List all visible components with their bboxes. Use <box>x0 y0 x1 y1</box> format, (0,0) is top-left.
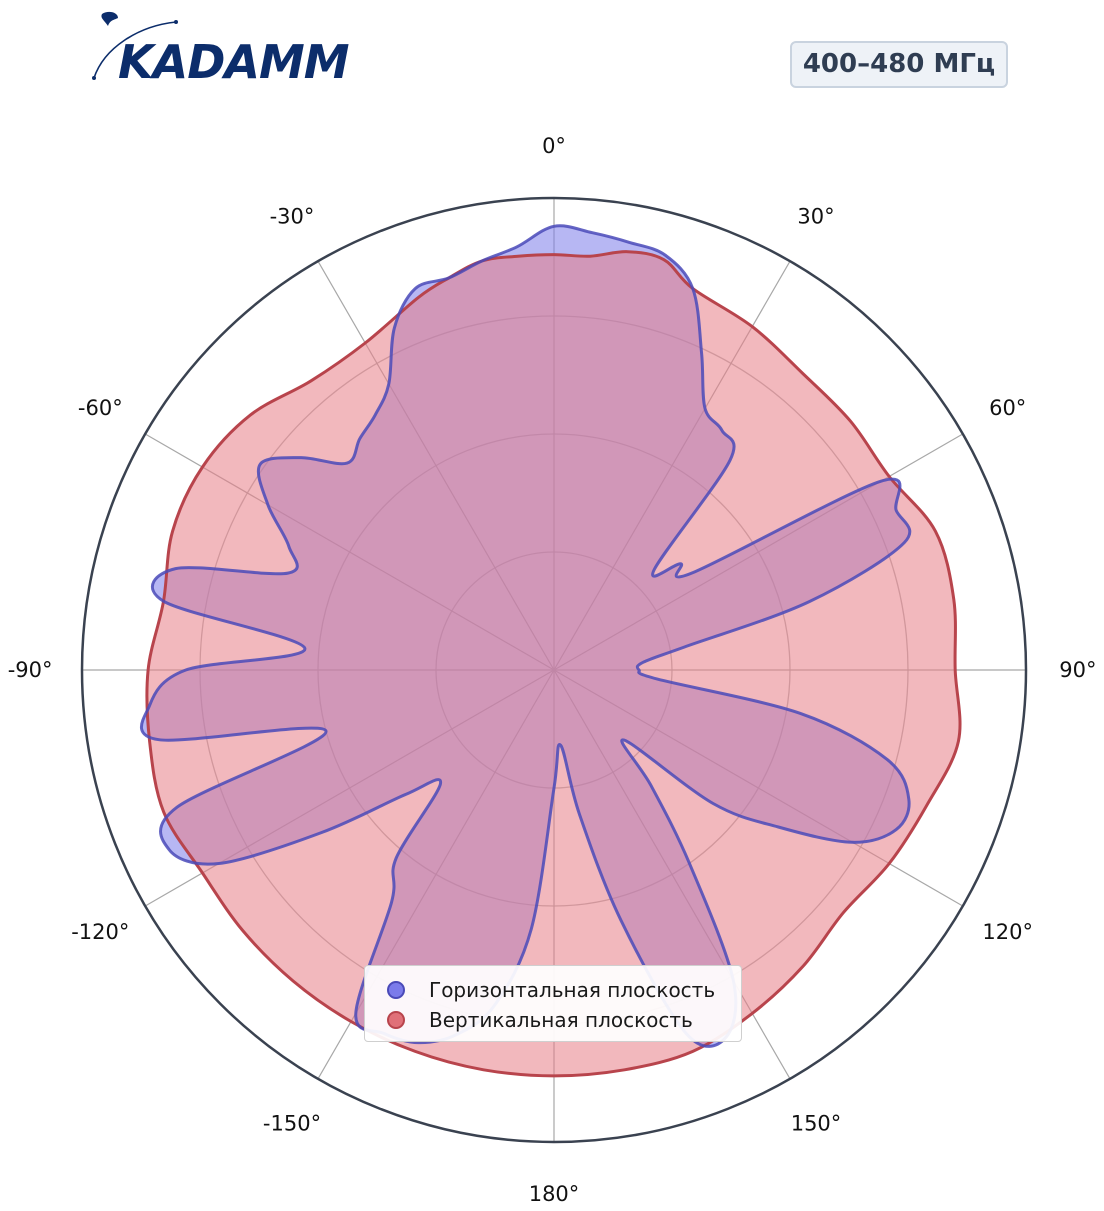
logo-swoosh-mark <box>101 11 118 26</box>
kadamm-logo: KADAMM <box>92 11 350 88</box>
legend-item-vertical: Вертикальная плоскость <box>387 1005 741 1035</box>
outer-ring <box>80 196 1028 1144</box>
chart-legend: Горизонтальная плоскость Вертикальная пл… <box>364 965 742 1042</box>
legend-item-horizontal: Горизонтальная плоскость <box>387 975 741 1005</box>
angle-label-3: 90° <box>1059 658 1096 682</box>
logo-text: KADAMM <box>118 35 349 88</box>
logo-arc-dot-start <box>92 76 96 80</box>
angle-label-1: 30° <box>797 204 834 228</box>
legend-swatch-vertical <box>387 1011 405 1029</box>
angle-label-10: -60° <box>78 396 123 420</box>
frequency-badge: 400–480 МГц <box>790 41 1008 88</box>
angle-label-6: 180° <box>529 1182 580 1206</box>
series-horizontal-line <box>139 224 912 1048</box>
legend-swatch-horizontal <box>387 981 405 999</box>
angle-label-11: -30° <box>270 204 315 228</box>
angular-tick-labels: 0° 30° 60° 90° 120° 150° 180° -150° -120° -90° -60… <box>8 134 1097 1206</box>
angle-label-5: 150° <box>791 1112 842 1136</box>
series-vertical-area <box>145 250 962 1078</box>
series-layer <box>139 224 962 1078</box>
logo-arc-dot <box>174 20 178 24</box>
polar-frame <box>80 196 1028 1144</box>
angle-label-9: -90° <box>8 658 53 682</box>
angle-label-2: 60° <box>989 396 1026 420</box>
angle-label-7: -150° <box>263 1112 321 1136</box>
angle-label-0: 0° <box>542 134 566 158</box>
angle-label-4: 120° <box>982 920 1033 944</box>
legend-label-horizontal: Горизонтальная плоскость <box>429 978 716 1002</box>
logo-arc <box>93 21 177 79</box>
angle-label-8: -120° <box>71 920 129 944</box>
legend-label-vertical: Вертикальная плоскость <box>429 1008 693 1032</box>
